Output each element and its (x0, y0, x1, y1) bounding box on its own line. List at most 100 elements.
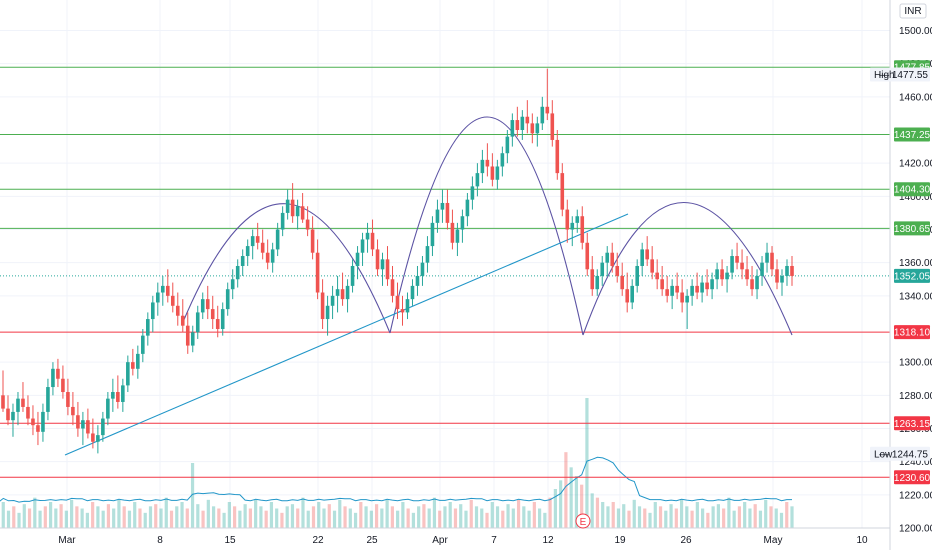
volume-bar (269, 502, 274, 528)
candlesticks (1, 68, 794, 454)
y-tick-label: 1280.00 (899, 391, 932, 402)
candle-body (460, 216, 465, 230)
volume-bar (427, 508, 431, 528)
candle (220, 302, 225, 336)
volume-bar (359, 502, 363, 528)
candle-body (520, 116, 525, 130)
x-tick-label: Apr (432, 535, 448, 546)
candle-body (66, 392, 70, 407)
candle-body (770, 252, 774, 270)
volume-bar (685, 506, 689, 528)
horizontal-levels[interactable] (0, 66, 890, 478)
high-label-label: High (874, 70, 895, 81)
x-tick-label: 12 (542, 535, 554, 546)
volume-bar (438, 510, 442, 528)
candle (160, 275, 165, 306)
candle-body (515, 120, 520, 130)
candle (26, 395, 30, 426)
candle (600, 256, 605, 286)
volume-bar (574, 476, 579, 528)
volume-bar (327, 504, 331, 528)
volume-bar (353, 512, 358, 528)
candle (320, 279, 325, 329)
volume-bar (48, 502, 53, 528)
earnings-marker[interactable]: E (575, 513, 591, 529)
candle (230, 269, 235, 300)
low-label-label: Low (874, 449, 893, 460)
candle (540, 96, 545, 130)
candle-body (36, 425, 40, 432)
candle-body (695, 285, 699, 293)
candle-body (415, 275, 420, 286)
candle-body (485, 159, 490, 167)
pattern-drawings[interactable] (64, 116, 793, 456)
candle-body (555, 139, 560, 174)
candle-body (730, 256, 734, 273)
candle (640, 242, 644, 276)
volume-bar (432, 497, 437, 528)
candle-body (121, 385, 125, 402)
candle-body (46, 387, 50, 412)
candle-body (575, 216, 580, 223)
volume-bar (385, 499, 389, 528)
candle-body (210, 309, 215, 320)
volume-bar (148, 506, 153, 528)
candle-body (750, 279, 754, 290)
candle (475, 163, 480, 197)
volume-bar (80, 508, 84, 528)
candle (665, 275, 669, 303)
volume-bar (606, 506, 610, 528)
candle (200, 292, 205, 320)
candle (116, 375, 120, 409)
candle-body (725, 272, 729, 280)
head-arc[interactable] (389, 116, 584, 336)
candle (490, 153, 495, 187)
volume-bar (70, 499, 74, 528)
candle-body (410, 285, 415, 300)
candle (770, 246, 774, 276)
candle (126, 355, 130, 393)
x-tick-label: 19 (614, 535, 626, 546)
candle (81, 411, 85, 446)
volume-bar (480, 508, 484, 528)
level-tag-5: 1263.15 (894, 416, 931, 431)
volume-bar (616, 508, 621, 528)
volume-bar (590, 493, 594, 528)
candle-body (655, 272, 659, 280)
level-tag-1-value: 1437.25 (894, 130, 931, 141)
candle-body (595, 275, 600, 290)
volume-bar (559, 480, 563, 528)
volume-bar (785, 502, 789, 528)
x-tick-label: 22 (312, 535, 324, 546)
candle-body (635, 265, 639, 286)
candle (31, 405, 35, 436)
candle-body (700, 282, 704, 293)
currency-label: INR (904, 6, 921, 17)
volume-bar (753, 504, 757, 528)
y-tick-label: 1340.00 (899, 291, 932, 302)
y-tick-label: 1300.00 (899, 358, 932, 369)
candle-body (715, 269, 719, 280)
candle-body (505, 136, 510, 154)
candle (325, 295, 330, 336)
x-tick-label: 26 (680, 535, 692, 546)
candle (675, 272, 679, 300)
candle (450, 209, 455, 250)
volume-bar (627, 510, 631, 528)
volume-bar (679, 499, 684, 528)
volume-bar (406, 508, 410, 528)
trend-line[interactable] (64, 213, 629, 456)
candle (355, 246, 360, 280)
candle (390, 265, 395, 303)
candle (545, 68, 550, 121)
volume-bar (206, 499, 210, 528)
left-shoulder-arc[interactable] (182, 203, 391, 334)
candle-body (91, 433, 95, 442)
x-tick-label: 15 (224, 535, 236, 546)
last-price-tag-value: 1352.05 (894, 271, 931, 282)
candle-body (425, 246, 430, 263)
candle (410, 279, 415, 306)
candle (415, 265, 420, 296)
candle (595, 269, 600, 296)
